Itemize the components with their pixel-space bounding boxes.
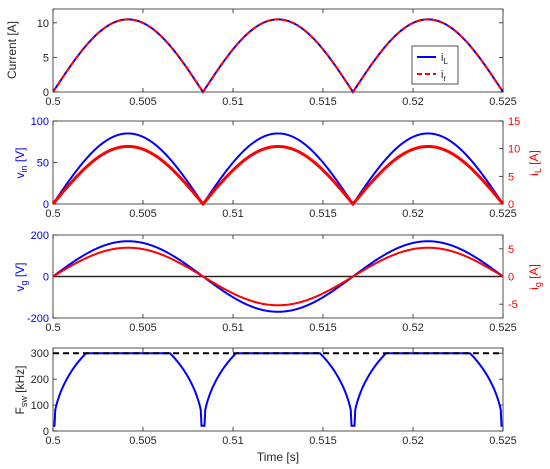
y-tick-label: 0: [43, 426, 49, 438]
y-tick-label: -200: [27, 313, 49, 325]
series-lines: [52, 18, 504, 94]
x-ticks: 0.5 0.505 0.51 0.515 0.52 0.525: [45, 121, 517, 220]
x-tick-label: 0.515: [309, 435, 337, 447]
panel-vg-ig: vg [V] ig [A] -200 0 200 -5 0 5 0.5 0.505 0.51…: [13, 230, 543, 334]
series-line-1: [51, 144, 505, 207]
y-tick-label-right: 5: [508, 244, 514, 256]
y-tick-label-right: 5: [508, 171, 514, 183]
x-tick-label: 0.505: [129, 96, 157, 108]
series-line-1: [52, 18, 504, 94]
y-axis-label: Fsw [kHz]: [13, 365, 29, 414]
x-tick-label: 0.525: [489, 435, 517, 447]
x-tick-label: 0.52: [402, 208, 423, 220]
y-tick-label-right: -5: [508, 299, 518, 311]
x-ticks: 0.5 0.505 0.51 0.515 0.52 0.525: [45, 9, 517, 108]
series-line-0: [52, 240, 504, 313]
plot-area: [52, 347, 504, 432]
x-tick-label: 0.52: [402, 322, 423, 334]
y-axis-label-right: ig [A]: [527, 264, 543, 290]
y-ticks-left: -200 0 200: [27, 230, 57, 325]
x-ticks: 0.5 0.505 0.51 0.515 0.52 0.525: [45, 348, 517, 447]
x-tick-label: 0.51: [222, 96, 243, 108]
y-ticks-right: -5 0 5: [499, 244, 518, 311]
series-lines: [51, 132, 505, 207]
y-ticks-left: 0 50 100: [31, 116, 57, 211]
x-tick-label: 0.515: [309, 322, 337, 334]
y-tick-label: 0: [43, 87, 49, 99]
x-tick-label: 0.5: [45, 322, 60, 334]
y-tick-label: 5: [43, 52, 49, 64]
x-tick-label: 0.505: [129, 435, 157, 447]
y-tick-label-right: 10: [508, 144, 520, 156]
x-tick-label: 0.505: [129, 208, 157, 220]
x-tick-label: 0.51: [222, 435, 243, 447]
y-ticks: 0 5 10: [37, 18, 503, 99]
x-ticks: 0.5 0.505 0.51 0.515 0.52 0.525: [45, 235, 517, 334]
x-tick-label: 0.525: [489, 208, 517, 220]
y-axis-label: Current [A]: [5, 21, 19, 79]
y-ticks-right: 0 5 10 15: [499, 116, 520, 211]
y-tick-label-right: 0: [508, 272, 514, 284]
y-ticks: 0 100 200 300: [31, 348, 503, 438]
y-tick-label-right: 0: [508, 199, 514, 211]
x-tick-label: 0.515: [309, 208, 337, 220]
x-tick-label: 0.52: [402, 435, 423, 447]
y-axis-label-right: iL [A]: [527, 150, 543, 176]
x-tick-label: 0.51: [222, 208, 243, 220]
y-tick-label: 100: [31, 400, 49, 412]
y-tick-label: 100: [31, 116, 49, 128]
series-line-1: [52, 246, 504, 307]
y-tick-label: 200: [31, 374, 49, 386]
x-tick-label: 0.5: [45, 208, 60, 220]
series-lines: [53, 352, 503, 427]
legend-label-iL: iL: [441, 52, 448, 66]
series-line-0: [53, 352, 503, 427]
x-tick-label: 0.515: [309, 96, 337, 108]
y-axis-label-left: vg [V]: [13, 262, 29, 291]
x-tick-label: 0.525: [489, 322, 517, 334]
x-tick-label: 0.505: [129, 322, 157, 334]
x-tick-label: 0.52: [402, 96, 423, 108]
y-tick-label: 200: [31, 230, 49, 242]
x-tick-label: 0.525: [489, 96, 517, 108]
x-axis-label: Time [s]: [257, 450, 299, 464]
y-tick-label: 300: [31, 348, 49, 360]
plot-area: [52, 8, 504, 93]
series-line-0: [52, 132, 504, 206]
legend-label-ir: ir: [441, 69, 446, 83]
x-tick-label: 0.5: [45, 96, 60, 108]
y-tick-label: 50: [37, 158, 49, 170]
x-tick-label: 0.51: [222, 322, 243, 334]
y-axis-label-left: vin [V]: [13, 147, 29, 178]
series-lines: [52, 240, 504, 313]
y-tick-label: 0: [43, 272, 49, 284]
y-tick-label: 10: [37, 18, 49, 30]
y-tick-label-right: 15: [508, 116, 520, 128]
y-tick-label: 0: [43, 199, 49, 211]
x-tick-label: 0.5: [45, 435, 60, 447]
legend: iL ir: [411, 45, 459, 85]
